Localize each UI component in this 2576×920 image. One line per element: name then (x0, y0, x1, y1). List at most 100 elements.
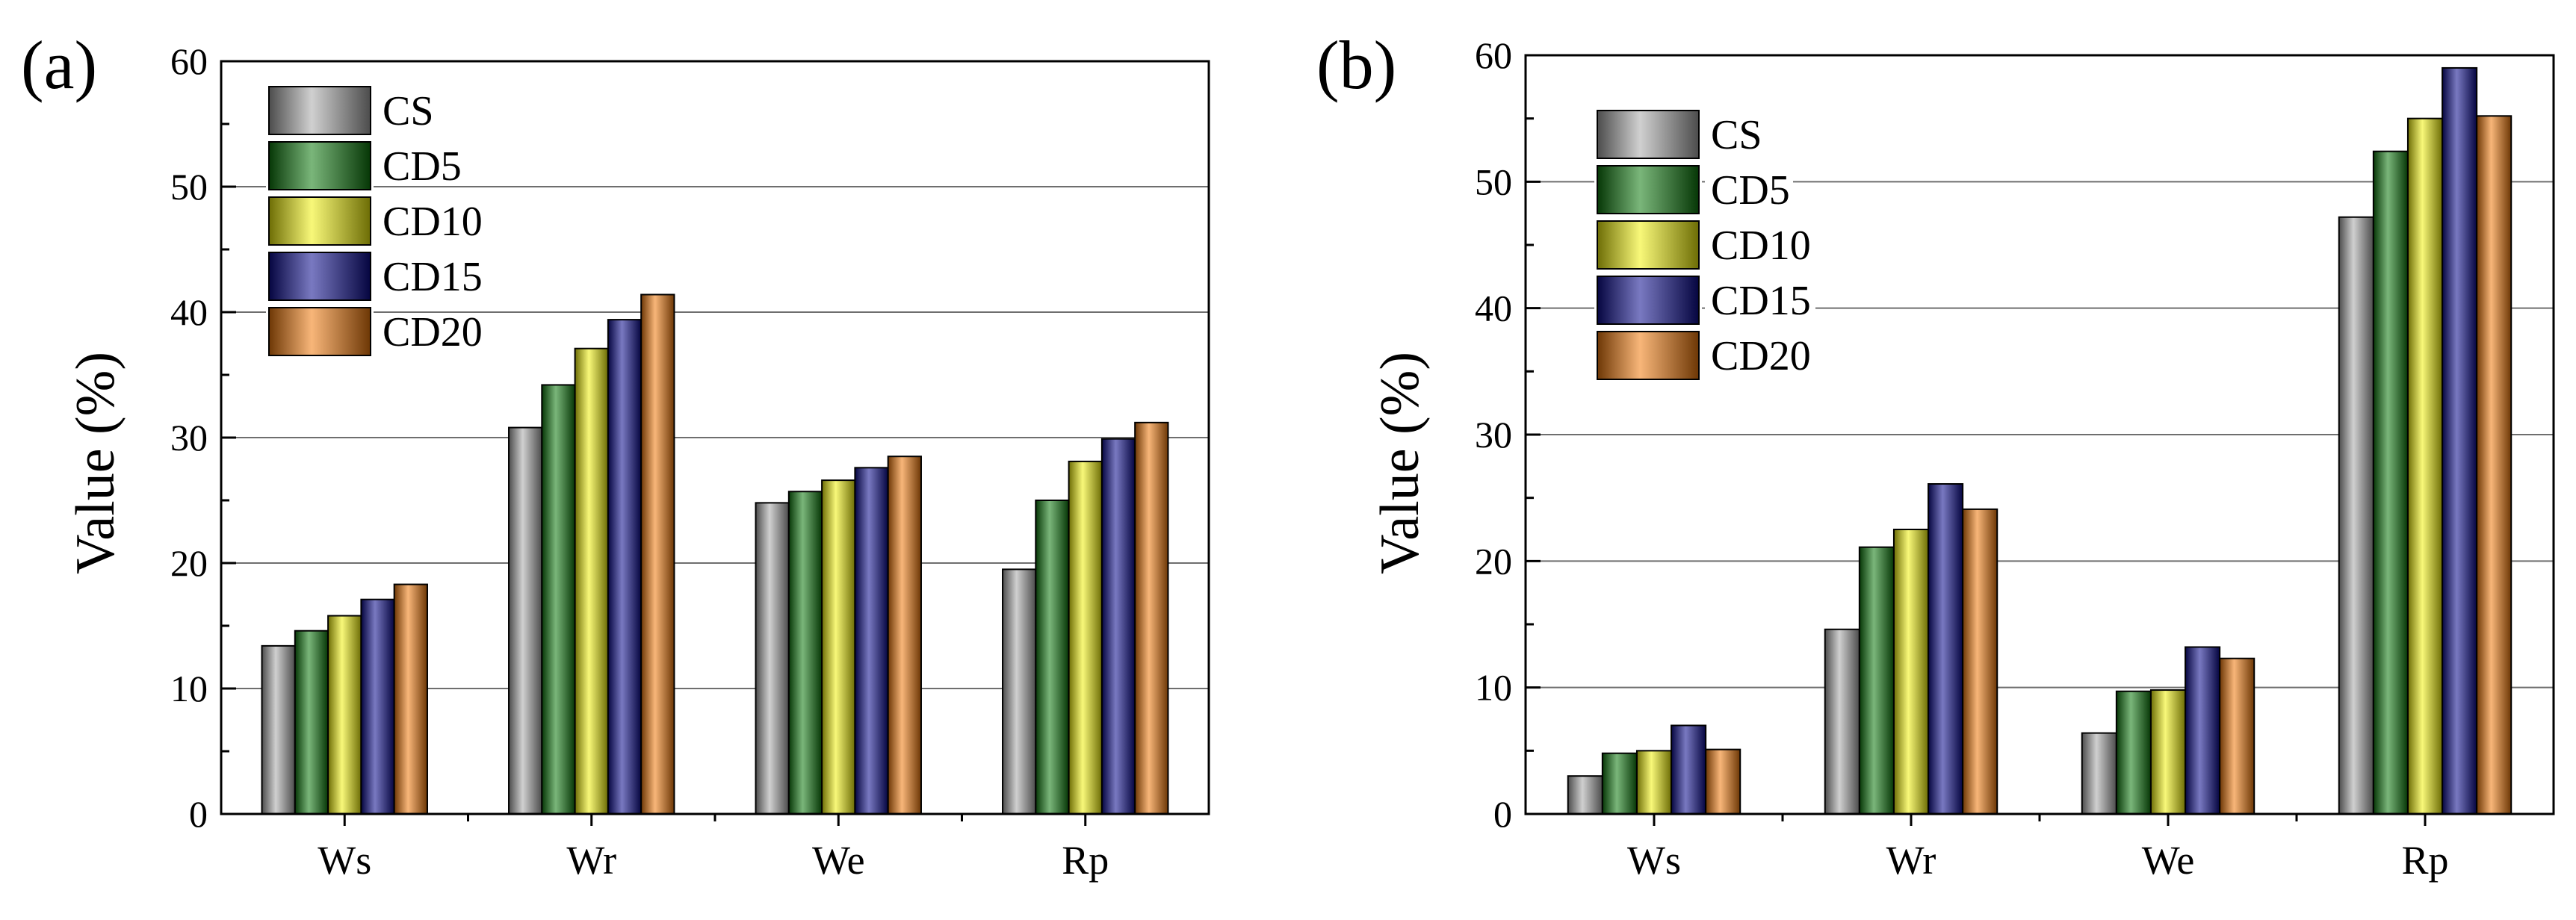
panel-b-legend-label-cd5: CD5 (1711, 167, 1790, 214)
panel-b-x-tick-label: Ws (1627, 838, 1681, 883)
panel-b-y-tick-label: 30 (1475, 414, 1512, 456)
panel-a-x-tick-label: Wr (566, 838, 616, 883)
panel-a-x-tick-label: Ws (318, 838, 371, 883)
panel-b-legend-label-cd20: CD20 (1711, 333, 1811, 379)
panel-b-legend-swatch-cd5 (1597, 165, 1700, 214)
panel-b-plot-frame (1524, 54, 2555, 815)
panel-a-legend-label-backdrop (377, 203, 487, 240)
panel-a-label: (a) (21, 27, 97, 103)
panel-a-bar-cd10-ws (327, 615, 362, 815)
panel-b-bar-cs-ws (1567, 775, 1603, 815)
panel-a-legend-label-cd5: CD5 (383, 143, 462, 190)
panel-a-legend-label-backdrop (377, 148, 465, 185)
panel-b-bar-cd5-we (2115, 690, 2152, 815)
panel-a-bar-cd20-we (887, 456, 922, 815)
panel-b-bar-cd15-ws (1671, 724, 1707, 815)
panel-a-bar-cs-we (755, 502, 790, 815)
panel-a-x-tick-label: Rp (1062, 838, 1109, 883)
panel-a-bar-cd5-ws (294, 630, 329, 815)
panel-a-legend-swatch-cd20 (268, 307, 371, 356)
panel-b-bar-cd20-ws (1705, 748, 1741, 815)
panel-b-legend-swatch-cd15 (1597, 276, 1700, 325)
panel-b-bar-cd5-ws (1601, 752, 1638, 815)
panel-b-legend-label-backdrop (1705, 227, 1815, 264)
panel-a-y-tick-label: 0 (189, 793, 208, 835)
panel-b-legend-label-cd10: CD10 (1711, 223, 1811, 269)
panel-a-bar-cd10-wr (574, 347, 609, 815)
panel-b-legend: CS CD5 CD10 CD15 CD20 (1594, 109, 1815, 381)
panel-a-legend-label-cs: CS (383, 88, 434, 134)
panel-b-x-tick-label: Wr (1886, 838, 1936, 883)
panel-a-y-tick-label: 60 (170, 40, 208, 82)
panel-a-legend-label-cd10: CD10 (383, 199, 483, 245)
panel-a-x-tick-label: We (812, 838, 865, 883)
panel-b-y-tick-label: 20 (1475, 540, 1512, 582)
panel-a-legend-swatch-cs (268, 86, 371, 135)
panel-a-y-tick-label: 10 (170, 668, 208, 709)
panel-a-bar-cs-ws (261, 644, 296, 815)
panel-b-legend-label-backdrop (1705, 338, 1815, 375)
panel-a-bar-cd5-rp (1035, 500, 1070, 815)
panel-a-legend-label-backdrop (377, 93, 442, 130)
panel-b-bar-cd10-rp (2406, 117, 2444, 815)
panel-b-bar-cd10-wr (1892, 529, 1930, 815)
panel-b-legend-label-backdrop (1705, 116, 1771, 154)
panel-b-bar-cd10-ws (1635, 750, 1673, 815)
panel-b-bar-cd20-we (2219, 657, 2255, 815)
panel-a-legend-swatch-cd5 (268, 141, 371, 190)
panel-b-bar-cd15-wr (1928, 483, 1964, 815)
panel-b: (b) Value (%) 0 10 20 30 40 50 60 Ws Wr We Rp CS CD5… (1316, 27, 2555, 883)
panel-a-bar-cd15-wr (607, 319, 643, 815)
panel-b-y-tick-label: 40 (1475, 288, 1512, 329)
panel-b-bar-cs-rp (2338, 216, 2374, 815)
panel-a-bar-cd20-wr (640, 293, 675, 815)
panel-a-bar-cd10-we (821, 479, 856, 815)
panel-b-y-tick-label: 10 (1475, 667, 1512, 709)
panel-b-legend-label-cd15: CD15 (1711, 278, 1811, 324)
panel-a: (a) Value (%) 0 10 20 30 40 50 60 Ws Wr We Rp CS CD5… (21, 27, 1210, 883)
panel-a-legend-label-backdrop (377, 314, 487, 351)
panel-b-bar-cd15-rp (2442, 66, 2478, 815)
panel-a-legend-label-cd20: CD20 (383, 309, 483, 355)
panel-a-y-axis-title: Value (%) (65, 352, 126, 574)
panel-a-legend-label-backdrop (377, 258, 487, 296)
panel-a-y-tick-label: 50 (170, 166, 208, 208)
panel-b-legend-label-cs: CS (1711, 112, 1762, 158)
panel-a-bar-cd15-we (854, 467, 889, 815)
panel-b-legend-label-backdrop (1705, 172, 1793, 209)
panel-a-bar-cd20-rp (1134, 421, 1169, 815)
panel-b-y-tick-label: 50 (1475, 161, 1512, 202)
panel-a-legend-label-cd15: CD15 (383, 254, 483, 300)
panel-a-bar-cd15-ws (360, 598, 395, 815)
panel-a-y-tick-label: 20 (170, 542, 208, 584)
panel-a-bar-cd10-rp (1068, 460, 1103, 815)
panel-a-bar-cd5-we (787, 491, 823, 815)
panel-a-bar-cs-rp (1002, 568, 1037, 815)
panel-b-legend-swatch-cd20 (1597, 331, 1700, 380)
panel-a-plot-frame (220, 60, 1210, 815)
panel-b-bar-cd5-rp (2372, 150, 2409, 815)
panel-b-y-tick-label: 60 (1475, 34, 1512, 76)
panel-a-y-tick-label: 30 (170, 417, 208, 459)
panel-b-y-axis-title: Value (%) (1369, 352, 1431, 574)
panel-a-legend-swatch-cd15 (268, 252, 371, 301)
panel-b-legend-swatch-cd10 (1597, 220, 1700, 270)
panel-b-y-tick-label: 0 (1493, 793, 1512, 835)
panel-a-bars (261, 293, 1169, 815)
panel-b-bar-cd20-wr (1962, 508, 1998, 815)
panel-b-bar-cs-we (2081, 732, 2117, 815)
panel-b-label: (b) (1316, 27, 1396, 103)
panel-b-bar-cd10-we (2149, 689, 2187, 815)
panel-a-bar-cd15-rp (1100, 438, 1136, 815)
panel-b-legend-swatch-cs (1597, 110, 1700, 159)
panel-b-bar-cd15-we (2185, 646, 2221, 815)
panel-b-bar-cs-wr (1824, 628, 1860, 815)
panel-b-bars (1567, 66, 2512, 815)
panel-b-bar-cd5-wr (1858, 546, 1895, 815)
panel-a-legend-swatch-cd10 (268, 196, 371, 246)
panel-b-legend-label-backdrop (1705, 282, 1815, 320)
panel-a-bar-cd5-wr (541, 384, 576, 815)
panel-a-legend: CS CD5 CD10 CD15 CD20 (266, 85, 487, 357)
panel-b-bar-cd20-rp (2476, 115, 2512, 815)
